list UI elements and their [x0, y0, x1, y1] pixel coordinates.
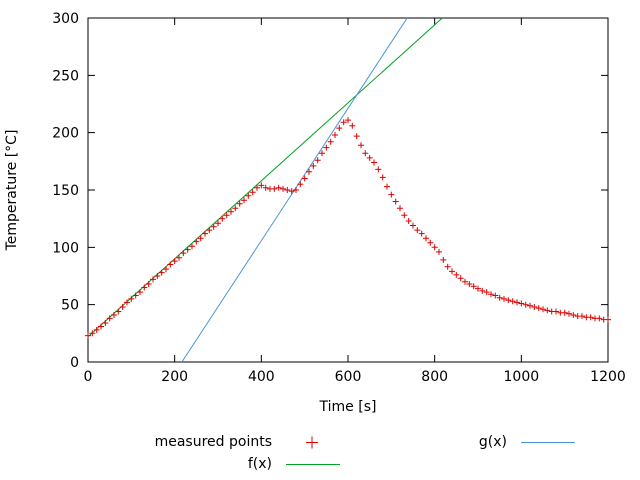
y-axis-label: Temperature [°C]	[4, 129, 20, 251]
plus-marker-icon	[306, 436, 318, 449]
x-tick-label: 1000	[504, 369, 540, 385]
y-tick-label: 300	[52, 11, 79, 27]
plot-border	[87, 17, 609, 363]
legend-label-f: f(x)	[247, 456, 272, 472]
legend-sample-measured-plus-icon	[306, 436, 318, 449]
x-tick-label: 200	[161, 369, 188, 385]
y-tick-label: 50	[61, 298, 79, 314]
y-tick-label: 100	[52, 240, 79, 256]
x-tick-label: 800	[421, 369, 448, 385]
x-tick-label: 400	[248, 369, 275, 385]
x-tick-label: 0	[84, 369, 93, 385]
y-tick-label: 200	[52, 126, 79, 142]
x-tick-label: 600	[335, 369, 362, 385]
x-axis-label: Time [s]	[319, 399, 377, 415]
legend-sample-g-line-icon	[521, 442, 575, 443]
legend-sample-f-line-icon	[286, 464, 340, 465]
measured-points-series	[85, 117, 611, 339]
x-tick-label: 1200	[590, 369, 626, 385]
y-tick-label: 250	[52, 68, 79, 84]
legend-label-measured-points: measured points	[154, 434, 272, 450]
f-line	[87, 17, 443, 338]
y-tick-label: 0	[70, 355, 79, 371]
legend-label-g: g(x)	[478, 434, 507, 450]
y-tick-label: 150	[52, 183, 79, 199]
